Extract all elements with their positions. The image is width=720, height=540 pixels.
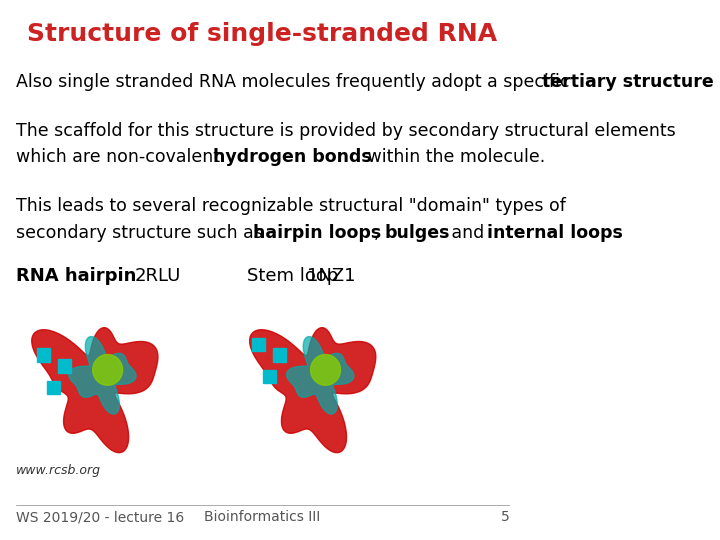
Polygon shape [68,336,136,414]
Text: and: and [446,224,490,242]
Text: The scaffold for this structure is provided by secondary structural elements: The scaffold for this structure is provi… [16,122,675,139]
Polygon shape [32,328,158,453]
Text: .: . [703,73,708,91]
Text: RNA hairpin: RNA hairpin [16,267,143,285]
Text: hydrogen bonds: hydrogen bonds [213,148,372,166]
Text: Also single stranded RNA molecules frequently adopt a specific: Also single stranded RNA molecules frequ… [16,73,575,91]
Text: bulges: bulges [384,224,450,242]
Polygon shape [250,328,376,453]
Polygon shape [93,355,122,385]
Text: 5: 5 [500,510,509,524]
Text: Stem loop: Stem loop [247,267,344,285]
Text: tertiary structure: tertiary structure [541,73,714,91]
Text: secondary structure such as: secondary structure such as [16,224,268,242]
Polygon shape [287,336,354,414]
Text: which are non-covalent: which are non-covalent [16,148,225,166]
Text: internal loops: internal loops [487,224,623,242]
Text: ,: , [374,224,385,242]
Bar [252,338,265,351]
Bar [58,359,71,373]
Text: Structure of single-stranded RNA: Structure of single-stranded RNA [27,22,498,45]
Bar [273,348,286,362]
Text: WS 2019/20 - lecture 16: WS 2019/20 - lecture 16 [16,510,184,524]
Text: 2RLU: 2RLU [135,267,181,285]
Bar [37,348,50,362]
Text: Bioinformatics III: Bioinformatics III [204,510,320,524]
Text: www.rcsb.org: www.rcsb.org [16,464,101,477]
Polygon shape [310,355,341,385]
Bar [48,381,60,394]
Text: .: . [615,224,621,242]
Bar [263,370,276,383]
Text: within the molecule.: within the molecule. [362,148,546,166]
Text: hairpin loops: hairpin loops [253,224,382,242]
Text: 1NZ1: 1NZ1 [307,267,356,285]
Text: This leads to several recognizable structural "domain" types of: This leads to several recognizable struc… [16,197,566,215]
